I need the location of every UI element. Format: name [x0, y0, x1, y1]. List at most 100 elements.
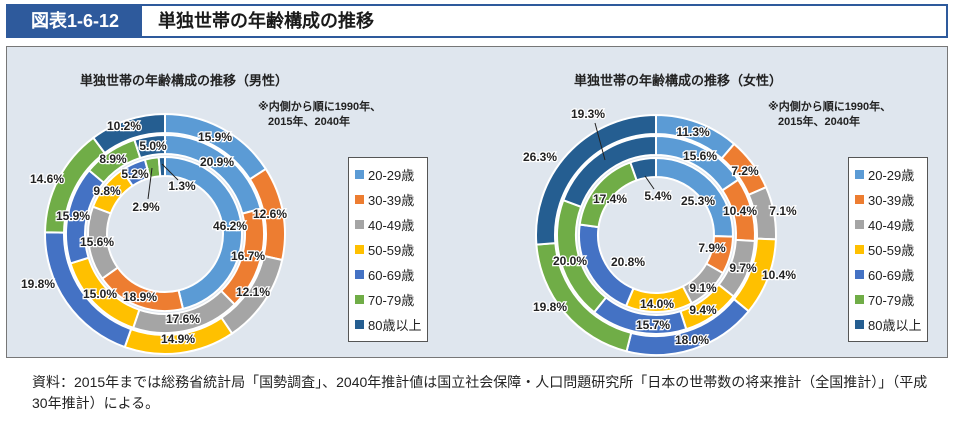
data-label: 7.2% [731, 164, 759, 178]
legend-item: 70-79歳 [355, 287, 427, 312]
data-label: 26.3% [523, 150, 557, 164]
legend-swatch [355, 270, 364, 279]
data-label: 15.0% [83, 287, 117, 301]
data-label: 1.3% [168, 179, 196, 193]
data-label: 10.4% [762, 268, 796, 282]
legend-label: 40-49歳 [868, 218, 915, 233]
leader-line [147, 167, 153, 200]
legend-label: 50-59歳 [868, 243, 915, 258]
figure-id: 図表1-6-12 [8, 6, 142, 36]
donut-segment [535, 113, 657, 246]
legend-label: 50-59歳 [368, 243, 415, 258]
female-donut: 25.3% 7.9% 9.1% 14.0% 20.8% 17.4% 5.4% 15.6% 10.… [522, 106, 798, 356]
legend-item: 70-79歳 [855, 287, 927, 312]
legend-item: 60-69歳 [855, 262, 927, 287]
legend-item: 30-39歳 [855, 187, 927, 212]
leader-line [644, 175, 655, 190]
data-label: 15.9% [56, 209, 90, 223]
legend-label: 30-39歳 [868, 193, 915, 208]
data-label: 20.0% [553, 254, 587, 268]
data-label: 5.2% [121, 167, 149, 181]
legend-swatch [355, 320, 364, 329]
male-legend: 20-29歳 30-39歳 40-49歳 50-59歳 60-69歳 70-79歳 80歳以… [348, 157, 428, 342]
legend-label: 20-29歳 [368, 168, 415, 183]
figure-header: 図表1-6-12 単独世帯の年齢構成の推移 [6, 4, 948, 38]
male-donut: 46.2% 18.9% 15.6% 9.8%5.2% 2.9% 1.3% 20.9% 16.7… [20, 112, 289, 355]
legend-label: 70-79歳 [868, 293, 915, 308]
data-label: 19.8% [533, 300, 567, 314]
legend-item: 60-69歳 [355, 262, 427, 287]
legend-label: 70-79歳 [368, 293, 415, 308]
data-label: 12.1% [236, 285, 270, 299]
donut-segment [562, 134, 657, 209]
data-label: 7.1% [769, 204, 797, 218]
data-label: 9.1% [689, 281, 717, 295]
female-legend: 20-29歳 30-39歳 40-49歳 50-59歳 60-69歳 70-79歳 80歳以… [848, 157, 928, 342]
data-label: 8.9% [99, 152, 127, 166]
legend-label: 30-39歳 [368, 193, 415, 208]
donut-segment [629, 156, 657, 182]
data-label: 5.0% [139, 139, 167, 153]
data-label: 10.2% [107, 119, 141, 133]
legend-label: 80歳以上 [368, 318, 422, 333]
data-label: 19.3% [571, 107, 605, 121]
data-label: 25.3% [681, 194, 715, 208]
data-label: 15.7% [636, 318, 670, 332]
data-label: 19.8% [21, 277, 55, 291]
legend-item: 80歳以上 [355, 312, 427, 337]
data-label: 7.9% [698, 241, 726, 255]
male-chart-note: ※内側から順に1990年、 2015年、2040年 [258, 100, 381, 130]
legend-swatch [355, 245, 364, 254]
data-label: 17.4% [593, 192, 627, 206]
note-line: ※内側から順に1990年、 [258, 101, 382, 113]
data-label: 9.8% [93, 184, 121, 198]
donut-segment [133, 133, 166, 160]
legend-item: 80歳以上 [855, 312, 927, 337]
legend-label: 80歳以上 [868, 318, 922, 333]
legend-item: 20-29歳 [355, 162, 427, 187]
legend-item: 40-49歳 [355, 212, 427, 237]
source-note: 資料：2015年までは総務省統計局「国勢調査」、2040年推計値は国立社会保障・… [32, 374, 928, 411]
legend-swatch [855, 220, 864, 229]
legend-swatch [855, 320, 864, 329]
legend-item: 30-39歳 [355, 187, 427, 212]
data-label: 20.8% [611, 255, 645, 269]
female-chart-title: 単独世帯の年齢構成の推移（女性） [574, 73, 783, 88]
data-label: 15.9% [198, 130, 232, 144]
donut-segment [157, 155, 166, 178]
legend-swatch [855, 170, 864, 179]
data-label: 15.6% [683, 149, 717, 163]
leader-line [161, 163, 179, 181]
legend-item: 50-59歳 [355, 237, 427, 262]
data-label: 14.9% [161, 332, 195, 346]
data-label: 15.6% [80, 235, 114, 249]
data-label: 17.6% [166, 312, 200, 326]
legend-label: 60-69歳 [868, 268, 915, 283]
data-label: 11.3% [676, 125, 710, 139]
data-label: 12.6% [253, 207, 287, 221]
data-label: 18.0% [675, 333, 709, 347]
data-label: 46.2% [213, 219, 247, 233]
donut-segment [91, 112, 166, 155]
data-label: 10.4% [723, 204, 757, 218]
data-label: 16.7% [231, 249, 265, 263]
data-label: 9.7% [729, 261, 757, 275]
legend-label: 60-69歳 [368, 268, 415, 283]
legend-item: 40-49歳 [855, 212, 927, 237]
note-line: 2015年、2040年 [778, 116, 860, 128]
male-chart-title: 単独世帯の年齢構成の推移（男性） [80, 73, 289, 88]
data-label: 9.4% [689, 303, 717, 317]
data-label: 14.0% [640, 297, 674, 311]
female-chart-note: ※内側から順に1990年、 2015年、2040年 [768, 100, 891, 130]
legend-item: 50-59歳 [855, 237, 927, 262]
legend-swatch [855, 245, 864, 254]
legend-swatch [855, 270, 864, 279]
leader-line [594, 122, 606, 161]
data-label: 2.9% [132, 200, 160, 214]
data-label: 20.9% [200, 155, 234, 169]
legend-swatch [355, 295, 364, 304]
legend-label: 20-29歳 [868, 168, 915, 183]
legend-swatch [355, 195, 364, 204]
data-label: 14.6% [30, 172, 64, 186]
